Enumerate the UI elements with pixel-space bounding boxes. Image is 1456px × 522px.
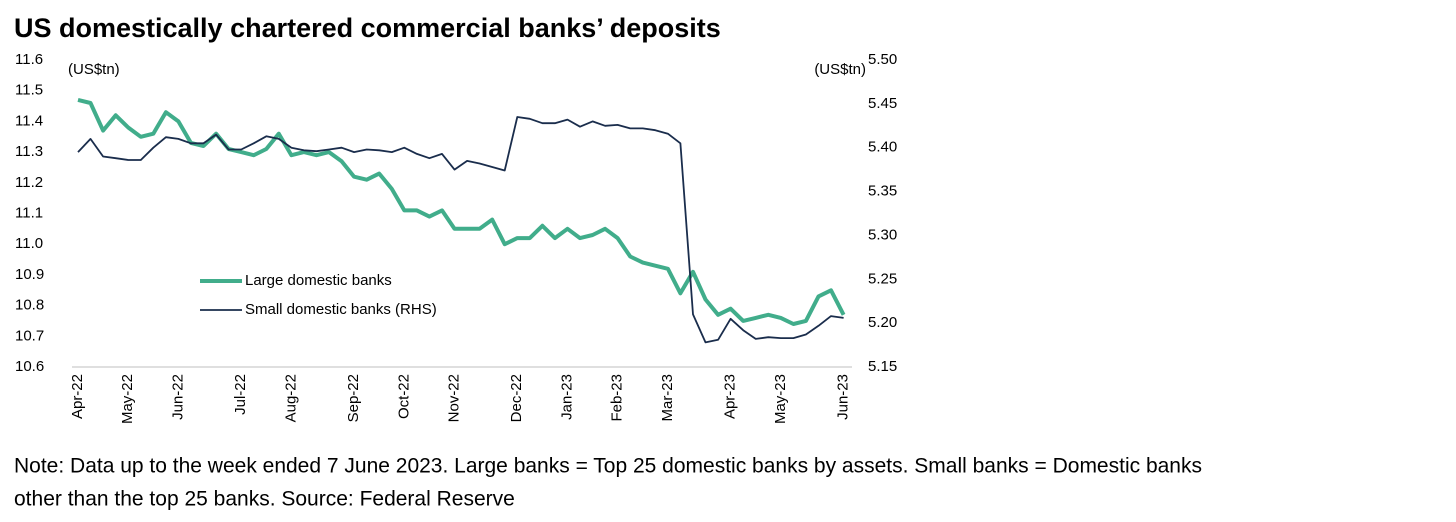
legend-label: Large domestic banks [245, 272, 392, 289]
series-line [77, 97, 846, 326]
x-tick-label: Jun-23 [835, 374, 852, 420]
x-tick-label: May-22 [119, 374, 136, 424]
legend-label: Small domestic banks (RHS) [245, 301, 437, 318]
y-tick-label: 11.5 [15, 82, 43, 99]
x-tick-label: Mar-23 [659, 374, 676, 422]
y-tick-label: 10.9 [15, 266, 44, 283]
y2-axis-label: (US$tn) [814, 61, 866, 78]
y-tick-label: 11.2 [15, 174, 43, 191]
x-tick-label: Apr-22 [69, 374, 86, 419]
y-tick-label: 11.3 [15, 143, 43, 160]
y2-tick-label: 5.40 [868, 139, 897, 156]
y-tick-label: 10.8 [15, 297, 44, 314]
x-tick-label: Jun-22 [169, 374, 186, 420]
y2-tick-label: 5.30 [868, 226, 897, 243]
chart-title: US domestically chartered commercial ban… [14, 13, 721, 43]
x-tick-label: Dec-22 [508, 374, 525, 422]
y2-tick-label: 5.20 [868, 314, 897, 331]
note: Note: Data up to the week ended 7 June 2… [14, 455, 1202, 478]
x-tick-label: May-23 [772, 374, 789, 424]
y2-tick-label: 5.45 [868, 95, 897, 112]
x-tick-label: Aug-22 [282, 374, 299, 422]
x-tick-label: Oct-22 [395, 374, 412, 419]
y2-tick-label: 5.35 [868, 183, 897, 200]
x-tick-label: Sep-22 [345, 374, 362, 422]
y2-tick-label: 5.25 [868, 270, 897, 287]
y-tick-label: 11.1 [15, 204, 43, 221]
y-tick-label: 10.6 [15, 358, 44, 375]
series-line [77, 116, 844, 344]
y2-tick-label: 5.50 [868, 51, 897, 68]
y2-tick-label: 5.15 [868, 358, 897, 375]
y-tick-label: 11.4 [15, 112, 43, 129]
x-tick-label: Nov-22 [445, 374, 462, 422]
x-tick-label: Jul-22 [232, 374, 249, 415]
y-tick-label: 10.7 [15, 327, 44, 344]
note: other than the top 25 banks. Source: Fed… [14, 488, 515, 511]
x-tick-label: Feb-23 [609, 374, 626, 422]
y-axis-label: (US$tn) [68, 61, 120, 78]
x-tick-label: Jan-23 [558, 374, 575, 420]
x-tick-label: Apr-23 [722, 374, 739, 419]
y-tick-label: 11.6 [15, 51, 43, 68]
y-tick-label: 11.0 [15, 235, 43, 252]
